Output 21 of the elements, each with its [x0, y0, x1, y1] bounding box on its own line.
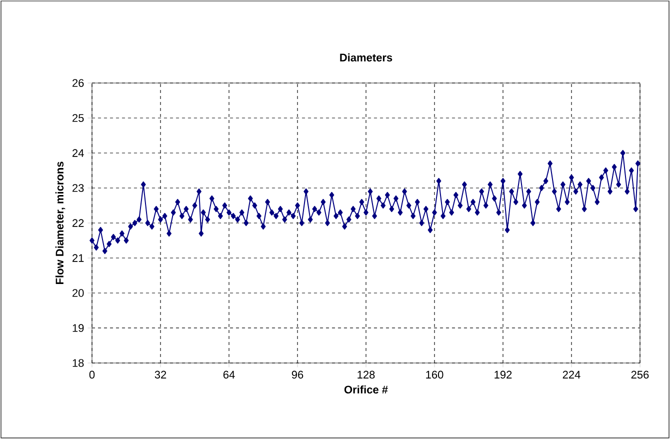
y-tick-label: 22: [72, 219, 84, 227]
y-tick-label: 21: [72, 254, 84, 262]
x-tick-label: 32: [154, 370, 166, 379]
x-tick-label: 192: [494, 370, 512, 379]
chart-title: Diameters: [340, 53, 392, 62]
x-tick-label: 96: [292, 370, 304, 379]
x-tick-label: 224: [562, 370, 580, 378]
x-tick-label: 128: [358, 370, 375, 379]
x-tick-label: 64: [223, 370, 235, 379]
x-axis-title: Orifice #: [344, 385, 388, 394]
y-axis-title: Flow Diameter, microns: [55, 162, 66, 284]
y-tick-label: 19: [72, 324, 84, 332]
y-tick-label: 25: [72, 114, 84, 122]
y-tick-label: 18: [72, 359, 84, 367]
x-tick-label: 0: [89, 370, 95, 379]
x-tick-label: 256: [631, 370, 649, 379]
y-tick-label: 26: [72, 79, 84, 87]
y-tick-label: 24: [72, 149, 84, 157]
y-tick-label: 20: [72, 289, 84, 297]
x-tick-label: 160: [426, 370, 444, 379]
y-tick-label: 23: [72, 184, 84, 192]
